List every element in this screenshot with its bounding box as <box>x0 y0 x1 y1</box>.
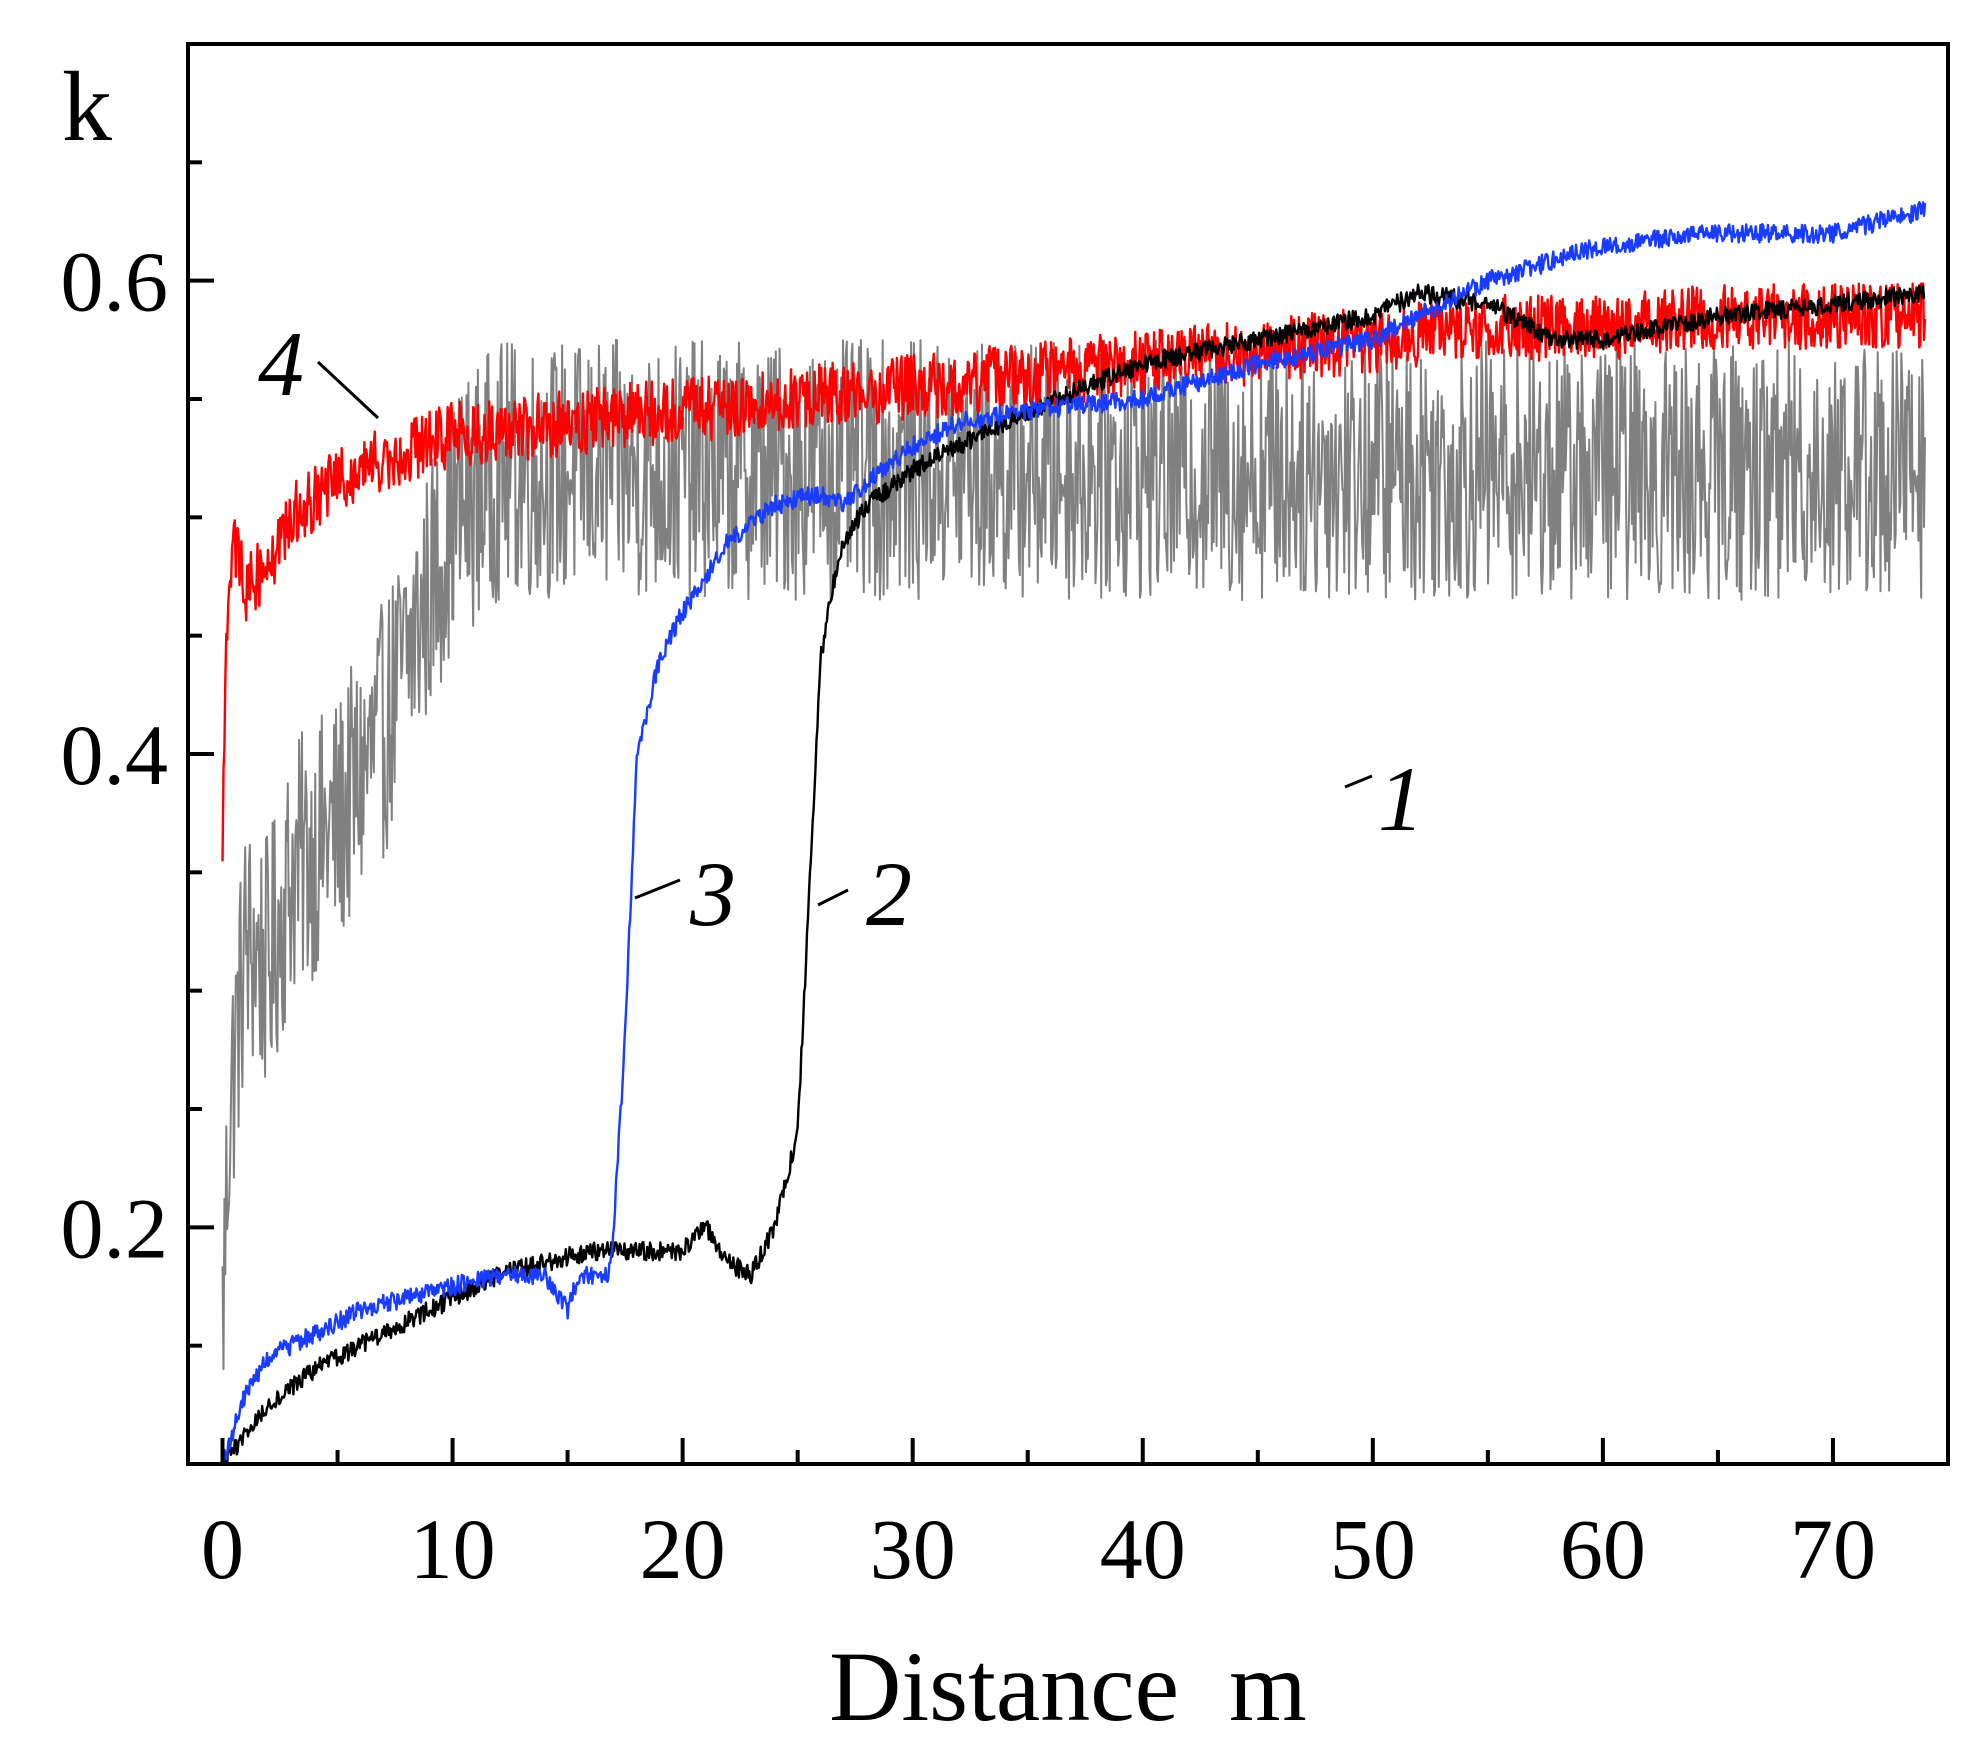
y-tick-label: 0.6 <box>61 234 169 330</box>
x-tick-label: 60 <box>1560 1501 1646 1597</box>
curve-2-label: 2 <box>866 843 912 945</box>
curve-3-leader <box>634 878 681 900</box>
x-tick-label: 0 <box>201 1501 244 1597</box>
series-2-line <box>221 283 1926 1464</box>
curve-1-leader <box>1344 774 1373 789</box>
curve-2-leader <box>817 888 849 907</box>
series-3-line <box>221 201 1927 1464</box>
x-tick-label: 50 <box>1330 1501 1416 1597</box>
tick-layer <box>188 42 1950 1466</box>
x-tick-label: 40 <box>1100 1501 1186 1597</box>
x-tick-label: 70 <box>1790 1501 1876 1597</box>
series-4-line <box>221 282 1927 862</box>
annotation-layer: 1 2 3 4 <box>258 313 1424 945</box>
curve-3-label: 3 <box>689 843 736 945</box>
curve-4-label: 4 <box>258 313 304 415</box>
x-tick-label: 20 <box>640 1501 726 1597</box>
y-axis-title: k <box>62 51 112 162</box>
y-tick-label: 0.4 <box>61 707 169 803</box>
series-1-line <box>221 338 1926 1371</box>
x-tick-label: 10 <box>410 1501 496 1597</box>
label-layer: k Distance m 0 10 20 30 40 50 60 70 0.2 0.4 0.6 <box>61 51 1876 1742</box>
x-tick-label: 30 <box>870 1501 956 1597</box>
series-layer <box>221 201 1927 1464</box>
curve-1-label: 1 <box>1378 748 1424 850</box>
plot-frame <box>186 42 1950 1466</box>
y-tick-label: 0.2 <box>61 1180 169 1276</box>
x-axis-title: Distance m <box>829 1631 1307 1742</box>
curve-4-leader <box>316 360 380 420</box>
